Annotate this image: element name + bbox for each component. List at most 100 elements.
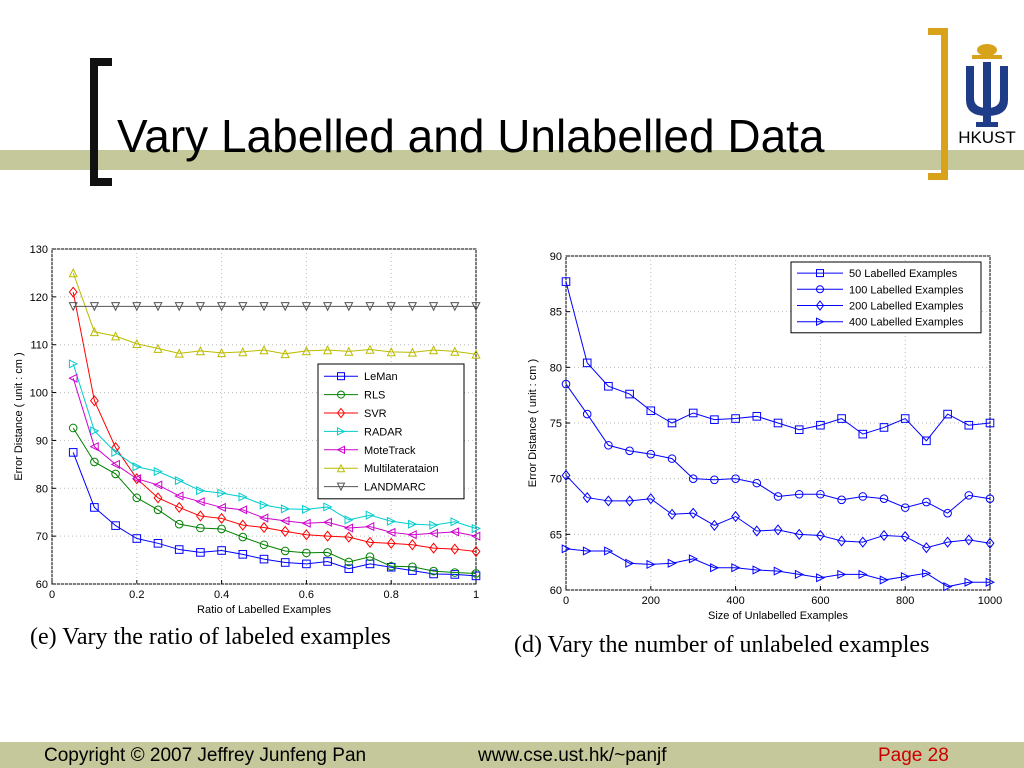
left-data-point [217,524,226,534]
right-ylabel: Error Distance ( unit : cm ) [527,359,539,487]
left-plot: 0 0.2 0.4 0.6 0.8 1 60 70 80 90 100 110 120 130 Ratio … [13,244,481,616]
right-data-point [731,414,740,423]
footer-copyright: Copyright © 2007 Jeffrey Junfeng Pan [44,745,367,766]
left-data-point [89,326,100,337]
left-data-point [428,302,439,312]
footer-url: www.cse.ust.hk/~panjf [478,745,667,766]
left-data-point [322,302,333,312]
left-data-point [238,302,248,312]
right-data-point [773,492,783,501]
right-data-point [773,524,783,536]
right-data-point [731,510,741,523]
left-xlabel: Ratio of Labelled Examples [197,604,331,616]
right-data-point [858,492,868,501]
right-ytick-label: 90 [550,251,562,263]
left-data-point [259,302,269,312]
left-data-point [280,302,290,312]
left-data-point [365,344,375,354]
right-data-point [625,389,634,399]
right-data-point [646,449,656,459]
left-data-point [90,457,99,467]
right-data-point [794,425,804,434]
left-data-point [344,346,354,356]
right-xtick-label: 400 [726,595,744,607]
left-data-point [238,492,248,502]
left-data-point [386,516,397,526]
right-data-point [625,495,635,507]
left-data-point [322,345,333,355]
left-data-point [132,534,142,543]
footer: Copyright © 2007 Jeffrey Junfeng Pan www… [0,742,1024,768]
left-data-point [153,302,163,312]
right-data-point [731,474,740,483]
left-data-point [216,502,226,513]
hkust-logo [966,44,1008,127]
left-data-point [386,537,396,549]
right-data-point [921,542,931,554]
left-data-point [132,302,142,312]
caption-left: (e) Vary the ratio of labeled examples [30,624,391,650]
right-data-point [943,536,953,548]
left-data-point [408,562,417,572]
left-legend-marker [336,407,346,419]
right-ytick-label: 60 [550,585,562,597]
left-data-point [259,554,269,564]
left-data-point [132,493,142,503]
left-series [68,373,481,541]
right-data-point [964,491,974,500]
right-data-point [964,577,974,587]
left-data-point [111,447,121,458]
right-data-point [710,475,719,485]
right-ytick-label: 75 [550,418,562,430]
left-data-point [280,348,290,359]
left-data-point [68,286,78,298]
right-data-point [667,418,677,428]
left-xtick-label: 0 [49,589,55,601]
right-data-point [646,406,656,416]
right-xtick-label: 0 [563,595,569,607]
left-data-point [68,268,78,278]
left-legend: LeMan RLS SVR RADAR MoteTrack Multilaterataio… [317,363,465,500]
right-data-point [985,494,995,504]
right-data-point [773,566,783,576]
left-data-point [386,527,396,537]
left-data-point [90,426,100,436]
left-data-point [408,519,418,529]
left-data-point [407,539,417,551]
left-data-point [68,359,79,369]
left-data-point [323,548,332,557]
left-data-point [259,345,269,355]
left-data-point [153,343,163,353]
right-series-line [565,383,991,514]
left-data-point [174,348,184,358]
right-data-point [900,503,910,512]
left-data-point [195,497,205,507]
left-data-point [407,530,417,540]
right-data-point [582,546,593,556]
left-data-point [386,561,396,571]
left-legend-marker [336,463,346,473]
right-data-point [561,469,571,481]
left-ytick-label: 60 [36,579,48,591]
right-data-point [879,575,889,585]
left-data-point [280,525,290,537]
left-data-point [450,517,460,527]
right-data-point [816,420,825,430]
right-data-point [858,429,868,439]
left-legend-marker [336,445,345,455]
left-ytick-label: 110 [30,340,48,352]
left-data-point [323,530,333,542]
left-data-point [195,510,205,522]
left-data-point [259,521,269,534]
right-data-point [985,537,995,549]
left-data-point [322,517,332,527]
left-data-point [407,302,418,312]
right-data-point [752,565,762,575]
right-plot: 0 200 400 600 800 1000 60 65 70 75 80 85 90 Size of U… [527,251,1002,622]
right-data-point [752,478,762,488]
left-xtick-label: 0.8 [384,589,399,601]
right-data-point [667,454,677,463]
left-data-point [153,492,163,504]
left-data-point [302,504,312,514]
